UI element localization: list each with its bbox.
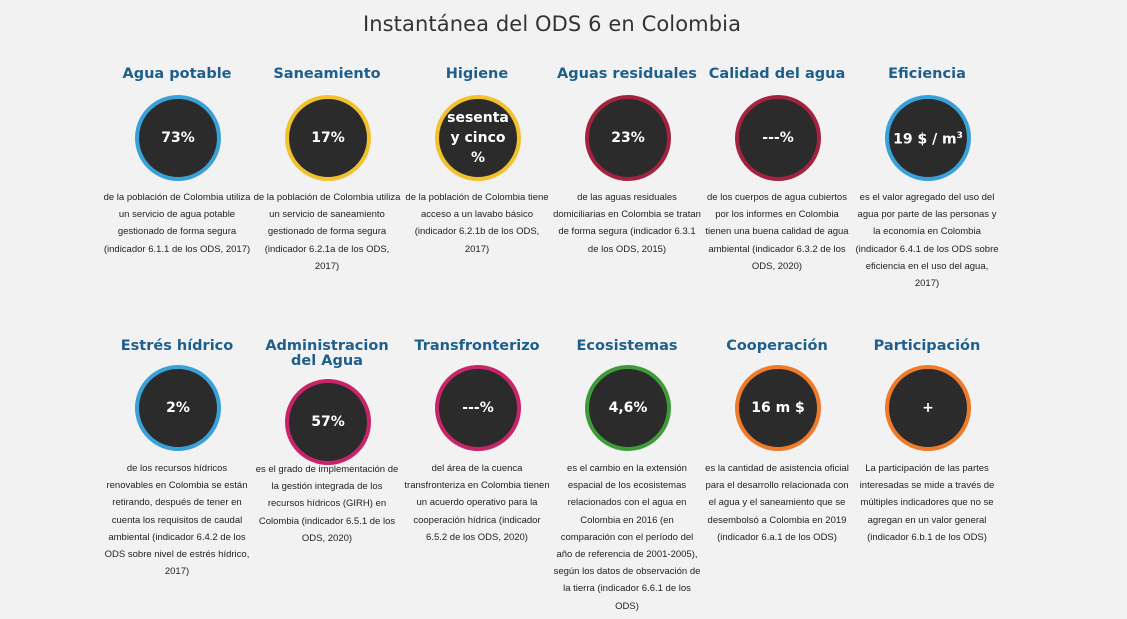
indicator-circle: sesenta y cinco % [435, 95, 521, 181]
card-eficiencia: Eficiencia 19 $ / m3 es el valor agregad… [855, 66, 998, 290]
card-aguas-residuales: Aguas residuales 23% de las aguas residu… [553, 66, 701, 255]
card-estres-hidrico: Estrés hídrico 2% de los recursos hídric… [105, 338, 250, 578]
indicator-circle: 57% [285, 379, 371, 465]
indicator-value: ---% [762, 130, 794, 146]
card-higiene: Higiene sesenta y cinco % de la població… [405, 66, 548, 255]
card-title: Cooperación [726, 338, 828, 354]
card-title: Calidad del agua [708, 66, 846, 82]
card-title: Participación [873, 338, 981, 354]
indicator-description: de los recursos hídricos renovables en C… [104, 463, 250, 578]
indicator-description: es el valor agregado del uso del agua po… [855, 192, 999, 290]
card-administracion-del-agua: Administracion del Agua 57% es el grado … [252, 338, 402, 544]
indicator-description: del área de la cuenca transfronteriza en… [404, 463, 550, 543]
page-title: Instantánea del ODS 6 en Colombia [362, 12, 742, 36]
card-ecosistemas: Ecosistemas 4,6% es el cambio en la exte… [554, 338, 701, 612]
card-cooperacion: Cooperación 16 m $ es la cantidad de asi… [705, 338, 849, 543]
indicator-value-exponent: 3 [956, 131, 963, 142]
indicator-description: de las aguas residuales domiciliarias en… [553, 192, 701, 255]
indicator-description: de los cuerpos de agua cubiertos por los… [705, 192, 849, 272]
card-saneamiento: Saneamiento 17% de la población de Colom… [254, 66, 401, 272]
card-title: Aguas residuales [557, 66, 697, 82]
card-title: Ecosistemas [576, 338, 678, 354]
indicator-value: 19 $ / m3 [893, 126, 963, 150]
card-title: Saneamiento [273, 66, 381, 82]
indicator-description: es la cantidad de asistencia oficial par… [705, 463, 849, 543]
indicator-description: es el cambio en la extensión espacial de… [553, 463, 701, 612]
card-participacion: Participación + La participación de las … [857, 338, 997, 543]
indicator-value-main: 19 $ / m [893, 131, 957, 148]
indicator-description: La participación de las partes interesad… [859, 463, 995, 543]
card-title: Estrés hídrico [120, 338, 234, 354]
indicator-circle: ---% [735, 95, 821, 181]
indicator-circle: 19 $ / m3 [885, 95, 971, 181]
indicator-circle: 4,6% [585, 365, 671, 451]
card-title: Transfronterizo [414, 338, 540, 354]
indicator-circle: 17% [285, 95, 371, 181]
indicator-circle: 73% [135, 95, 221, 181]
card-title: Agua potable [122, 66, 232, 82]
indicator-value: ---% [462, 400, 494, 416]
indicator-value: 73% [161, 130, 195, 146]
card-agua-potable: Agua potable 73% de la población de Colo… [104, 66, 251, 255]
indicator-value: + [922, 400, 934, 416]
indicator-circle: 23% [585, 95, 671, 181]
indicator-value: 17% [311, 130, 345, 146]
card-title: Administracion del Agua [265, 338, 389, 369]
card-calidad-del-agua: Calidad del agua ---% de los cuerpos de … [705, 66, 848, 272]
indicator-value: sesenta y cinco % [447, 110, 509, 166]
card-title: Higiene [445, 66, 509, 82]
indicator-description: de la población de Colombia tiene acceso… [405, 192, 549, 255]
indicator-circle: 2% [135, 365, 221, 451]
indicator-description: de la población de Colombia utiliza un s… [103, 192, 251, 255]
indicator-circle: 16 m $ [735, 365, 821, 451]
indicator-circle: + [885, 365, 971, 451]
indicator-value: 57% [311, 414, 345, 430]
indicator-value: 4,6% [608, 400, 648, 416]
indicator-value: 23% [611, 130, 645, 146]
indicator-description: es el grado de implementación de la gest… [255, 464, 399, 544]
indicator-description: de la población de Colombia utiliza un s… [253, 192, 401, 272]
indicator-value: 2% [166, 400, 190, 416]
card-transfronterizo: Transfronterizo ---% del área de la cuen… [404, 338, 549, 543]
indicator-value: 16 m $ [751, 400, 805, 416]
card-title: Eficiencia [888, 66, 966, 82]
indicator-circle: ---% [435, 365, 521, 451]
